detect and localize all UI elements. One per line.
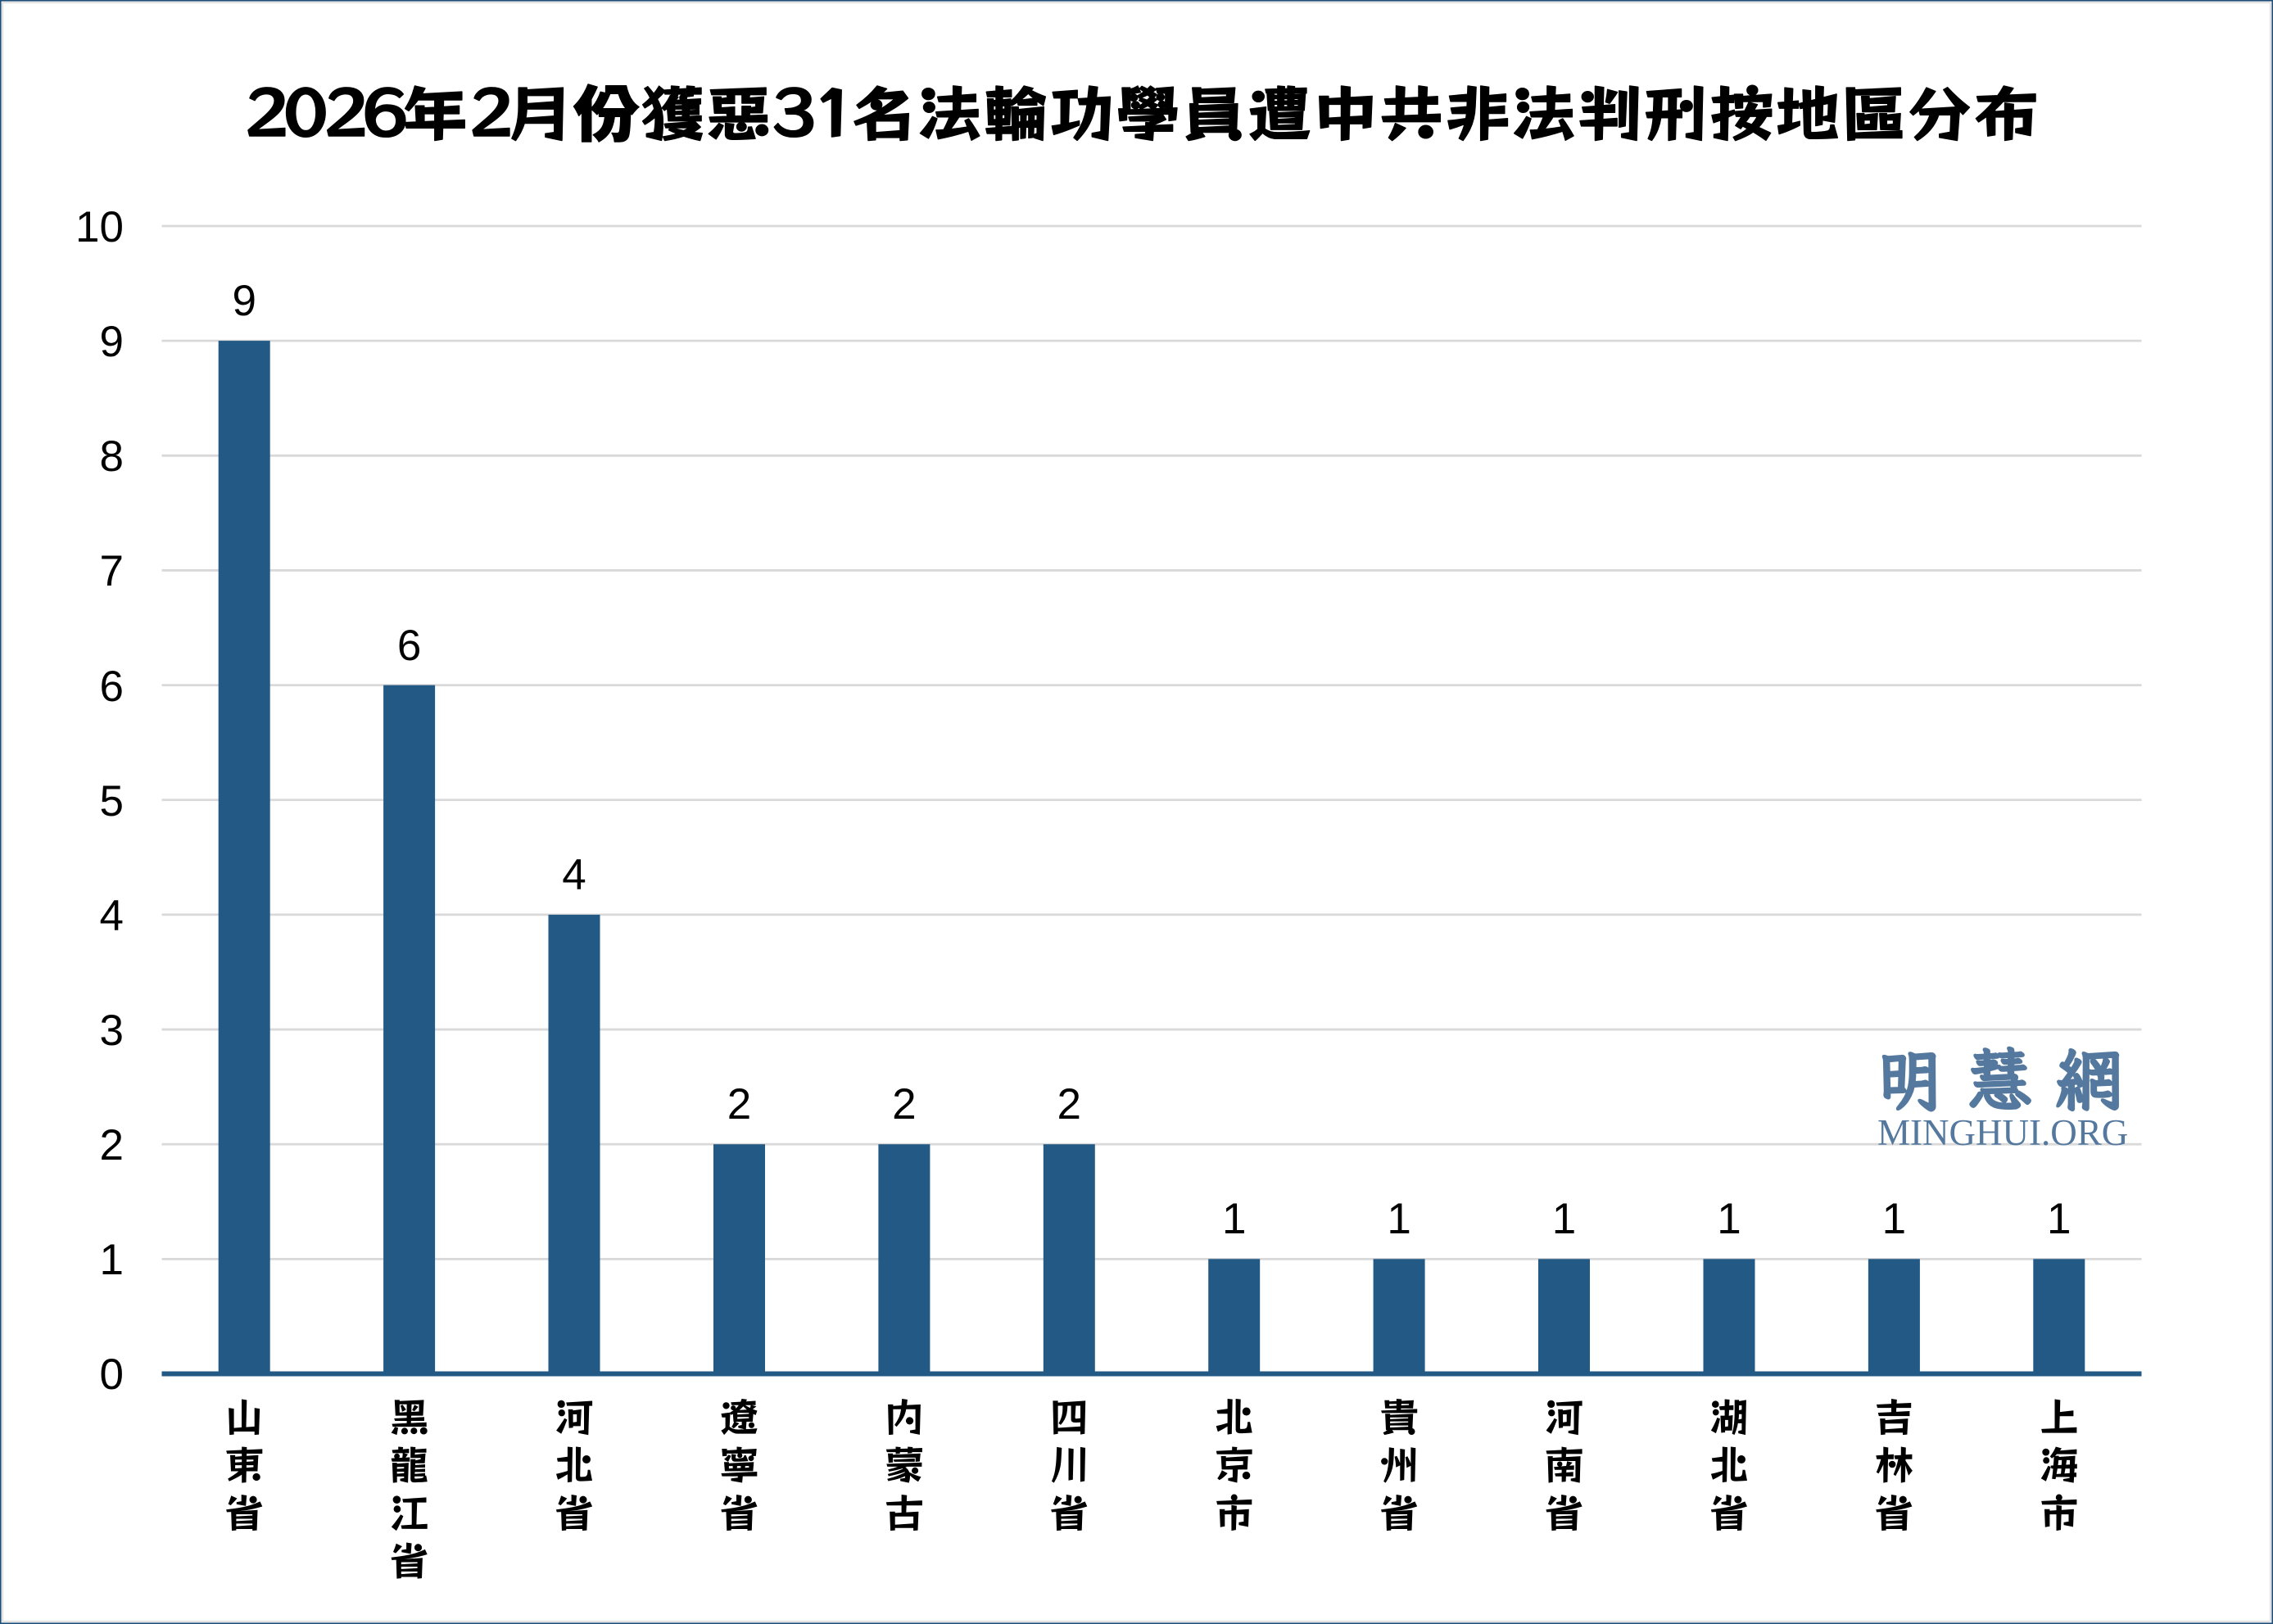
- svg-text:9: 9: [232, 277, 256, 325]
- svg-text:9: 9: [100, 318, 124, 366]
- svg-text:1: 1: [1552, 1195, 1576, 1243]
- svg-text:1: 1: [2047, 1195, 2071, 1243]
- svg-text:0: 0: [100, 1350, 124, 1399]
- svg-text:1: 1: [1222, 1195, 1246, 1243]
- svg-text:5: 5: [100, 777, 124, 826]
- svg-text:6: 6: [100, 663, 124, 711]
- svg-text:4: 4: [562, 851, 586, 899]
- svg-text:7: 7: [100, 547, 124, 595]
- svg-text:1: 1: [1882, 1195, 1906, 1243]
- svg-text:2: 2: [1057, 1080, 1081, 1129]
- svg-text:4: 4: [100, 892, 124, 940]
- svg-text:3: 3: [100, 1007, 124, 1055]
- svg-text:8: 8: [100, 432, 124, 481]
- svg-text:MINGHUI.ORG: MINGHUI.ORG: [1877, 1112, 2128, 1153]
- svg-text:2: 2: [727, 1080, 751, 1129]
- svg-text:2: 2: [892, 1080, 916, 1129]
- svg-text:1: 1: [100, 1236, 124, 1284]
- svg-text:1: 1: [1387, 1195, 1410, 1243]
- svg-text:10: 10: [75, 203, 124, 251]
- svg-text:1: 1: [1717, 1195, 1741, 1243]
- svg-text:2: 2: [100, 1121, 124, 1169]
- svg-text:6: 6: [397, 622, 421, 670]
